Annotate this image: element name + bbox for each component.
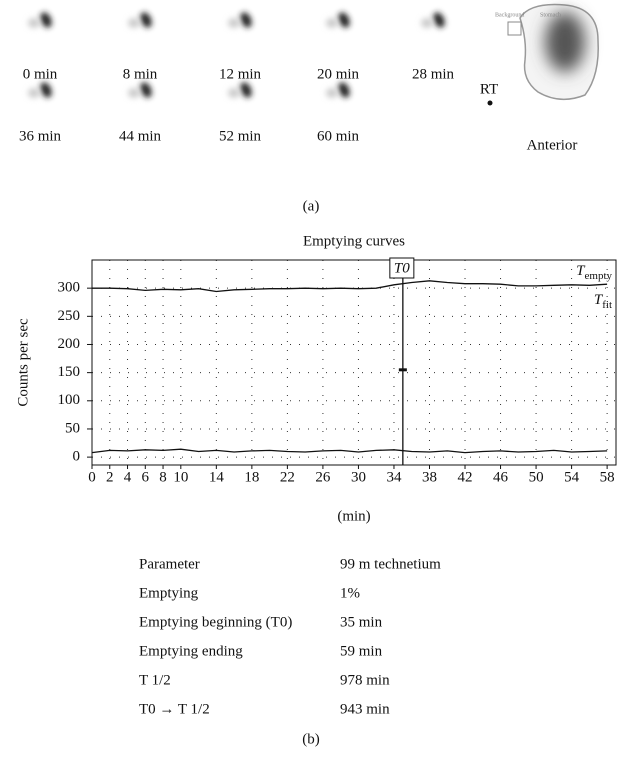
- y-tick-label: 250: [58, 308, 81, 324]
- scan-faint: [228, 18, 240, 28]
- x-tick-label: 42: [458, 469, 473, 485]
- table-cell: 99 m technetium: [340, 556, 441, 572]
- x-tick-label: 8: [159, 469, 167, 485]
- x-tick-label: 26: [315, 469, 331, 485]
- table-cell: Emptying: [139, 585, 199, 601]
- marker-label: T0: [394, 260, 410, 276]
- scan-faint: [128, 88, 140, 98]
- caption: (a): [303, 198, 320, 214]
- frame-label: 36 min: [19, 128, 62, 144]
- table-cell: 59 min: [340, 643, 383, 659]
- y-tick-label: 200: [58, 336, 81, 352]
- table-cell: 1%: [340, 585, 360, 601]
- curve: [91, 448, 608, 454]
- roi-label: Background: [495, 12, 524, 18]
- caption: (b): [302, 731, 320, 747]
- scan-blob: [240, 82, 252, 98]
- scan-blob: [140, 82, 152, 98]
- scan-blob: [140, 12, 152, 28]
- scan-blob: [338, 82, 350, 98]
- y-axis-label: Counts per sec: [15, 318, 31, 407]
- label-main: T: [594, 292, 604, 308]
- frame-label: 28 min: [412, 66, 455, 82]
- y-tick-label: 100: [58, 392, 81, 408]
- label-main: T: [576, 263, 586, 279]
- marker-dot: [487, 100, 493, 106]
- background-roi: [507, 21, 522, 36]
- chart-title: Emptying curves: [303, 233, 405, 249]
- x-tick-label: 10: [173, 469, 188, 485]
- marker-box: [389, 257, 415, 279]
- plot-frame: [91, 259, 617, 466]
- x-tick-label: 38: [422, 469, 437, 485]
- x-tick-label: 34: [386, 469, 402, 485]
- scan-faint: [28, 88, 40, 98]
- scan-faint: [128, 18, 140, 28]
- scan-blob: [433, 12, 445, 28]
- x-tick-label: 22: [280, 469, 295, 485]
- x-tick-label: 50: [529, 469, 544, 485]
- scan-faint: [326, 88, 338, 98]
- orientation-label: RT: [480, 81, 498, 97]
- frame-label: 52 min: [219, 128, 262, 144]
- x-tick-label: 58: [600, 469, 615, 485]
- x-tick-label: 30: [351, 469, 366, 485]
- label-sub: empty: [585, 270, 613, 282]
- y-tick-label: 300: [58, 280, 81, 296]
- frame-label: 60 min: [317, 128, 360, 144]
- marker-point: [398, 368, 407, 372]
- x-tick-label: 0: [88, 469, 96, 485]
- stomach-activity: [545, 12, 585, 72]
- scan-blob: [240, 12, 252, 28]
- scan-faint: [228, 88, 240, 98]
- table-cell: Parameter: [139, 556, 200, 572]
- table-cell: T0 → T 1/2: [139, 701, 210, 717]
- table-cell: Emptying ending: [139, 643, 243, 659]
- view-label: Anterior: [527, 137, 578, 153]
- frame-label: 8 min: [123, 66, 158, 82]
- frame-label: 12 min: [219, 66, 262, 82]
- scan-blob: [40, 12, 52, 28]
- x-tick-label: 2: [106, 469, 114, 485]
- x-axis-label: (min): [337, 508, 370, 524]
- scan-faint: [28, 18, 40, 28]
- frame-label: 0 min: [23, 66, 58, 82]
- x-tick-label: 54: [564, 469, 580, 485]
- x-tick-label: 14: [209, 469, 225, 485]
- label-sub: fit: [602, 299, 612, 311]
- x-tick-label: 18: [244, 469, 259, 485]
- scan-faint: [421, 18, 433, 28]
- curve-label: Tfit: [594, 292, 612, 310]
- scan-faint: [326, 18, 338, 28]
- table-cell: 35 min: [340, 614, 383, 630]
- roi-label: Stomach: [540, 12, 561, 18]
- x-tick-label: 6: [142, 469, 150, 485]
- table-cell: 978 min: [340, 672, 390, 688]
- scan-blob: [338, 12, 350, 28]
- curve: [92, 280, 608, 293]
- table-cell: 943 min: [340, 701, 390, 717]
- frame-label: 20 min: [317, 66, 360, 82]
- y-tick-label: 0: [73, 449, 81, 465]
- table-cell: Emptying beginning (T0): [139, 614, 292, 630]
- x-tick-label: 46: [493, 469, 509, 485]
- curve-label: Tempty: [576, 263, 612, 281]
- y-tick-label: 150: [58, 364, 81, 380]
- x-tick-label: 4: [124, 469, 132, 485]
- scan-blob: [40, 82, 52, 98]
- frame-label: 44 min: [119, 128, 162, 144]
- y-tick-label: 50: [65, 420, 80, 436]
- table-cell: T 1/2: [139, 672, 171, 688]
